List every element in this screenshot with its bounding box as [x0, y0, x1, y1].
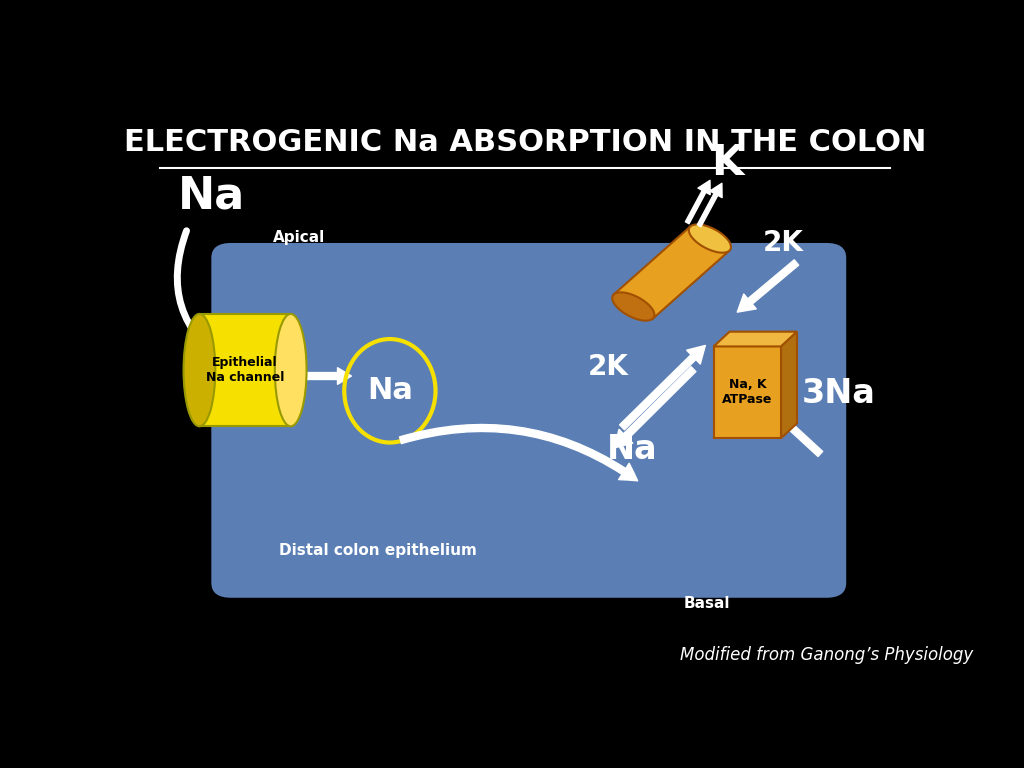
Text: K: K: [711, 142, 743, 184]
FancyBboxPatch shape: [614, 227, 729, 319]
Ellipse shape: [689, 224, 731, 253]
Text: Na, K
ATPase: Na, K ATPase: [722, 379, 772, 406]
Polygon shape: [714, 332, 797, 346]
Text: Na: Na: [178, 174, 245, 217]
FancyBboxPatch shape: [211, 243, 846, 598]
Text: Basal: Basal: [684, 596, 730, 611]
FancyArrowPatch shape: [685, 180, 711, 223]
FancyArrowPatch shape: [757, 396, 822, 456]
FancyArrowPatch shape: [697, 184, 722, 227]
Text: Apical: Apical: [272, 230, 325, 244]
Ellipse shape: [612, 293, 654, 321]
Text: 2K: 2K: [588, 353, 629, 381]
Polygon shape: [781, 332, 797, 438]
Text: Na: Na: [606, 433, 657, 466]
FancyArrowPatch shape: [620, 346, 706, 430]
FancyArrowPatch shape: [294, 368, 351, 384]
FancyBboxPatch shape: [714, 346, 781, 438]
FancyArrowPatch shape: [737, 260, 799, 312]
Ellipse shape: [183, 314, 215, 426]
FancyArrowPatch shape: [614, 366, 696, 448]
Text: Distal colon epithelium: Distal colon epithelium: [280, 543, 477, 558]
Text: Modified from Ganong’s Physiology: Modified from Ganong’s Physiology: [680, 646, 973, 664]
Text: Epithelial
Na channel: Epithelial Na channel: [206, 356, 285, 384]
Ellipse shape: [274, 314, 306, 426]
Text: 3Na: 3Na: [802, 377, 876, 410]
FancyArrowPatch shape: [399, 425, 638, 481]
Text: Na: Na: [367, 376, 413, 406]
FancyBboxPatch shape: [200, 314, 291, 426]
FancyArrowPatch shape: [177, 230, 229, 366]
Text: 2K: 2K: [762, 229, 803, 257]
Text: ELECTROGENIC Na ABSORPTION IN THE COLON: ELECTROGENIC Na ABSORPTION IN THE COLON: [124, 128, 926, 157]
